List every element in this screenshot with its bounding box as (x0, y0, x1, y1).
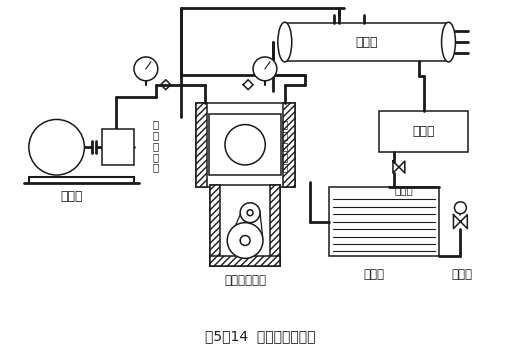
Bar (285, 23, 449, 61)
Text: 出液阀: 出液阀 (395, 185, 413, 195)
Text: 图5－14  用真空泵抽真空: 图5－14 用真空泵抽真空 (205, 329, 315, 343)
Bar (379, 111, 469, 152)
Ellipse shape (441, 22, 456, 62)
Bar (196, 102, 295, 187)
Circle shape (227, 222, 263, 258)
Text: 压缩机不运转: 压缩机不运转 (224, 274, 266, 287)
Circle shape (29, 119, 84, 175)
Bar (330, 187, 438, 256)
Bar (196, 102, 207, 187)
Text: 排
气
截
止
阀: 排 气 截 止 阀 (153, 119, 159, 172)
Circle shape (134, 57, 158, 81)
Circle shape (240, 235, 250, 245)
Bar (211, 256, 280, 266)
Text: 真空泵: 真空泵 (60, 190, 83, 203)
Circle shape (240, 203, 260, 222)
Text: 冷凝器: 冷凝器 (355, 36, 378, 49)
Bar (211, 185, 220, 266)
Text: 膨胀阀: 膨胀阀 (452, 268, 473, 281)
Circle shape (247, 210, 253, 216)
Ellipse shape (278, 22, 292, 62)
Circle shape (225, 125, 265, 165)
Circle shape (253, 57, 277, 81)
Bar (211, 185, 280, 266)
Text: 蒸发器: 蒸发器 (363, 268, 385, 281)
Bar (283, 102, 295, 187)
Text: 吸
气
截
止
阀: 吸 气 截 止 阀 (282, 119, 288, 172)
Bar (270, 185, 280, 266)
Text: 贮液器: 贮液器 (412, 125, 435, 138)
Circle shape (454, 202, 466, 214)
Bar (210, 114, 281, 175)
Bar (102, 130, 134, 165)
